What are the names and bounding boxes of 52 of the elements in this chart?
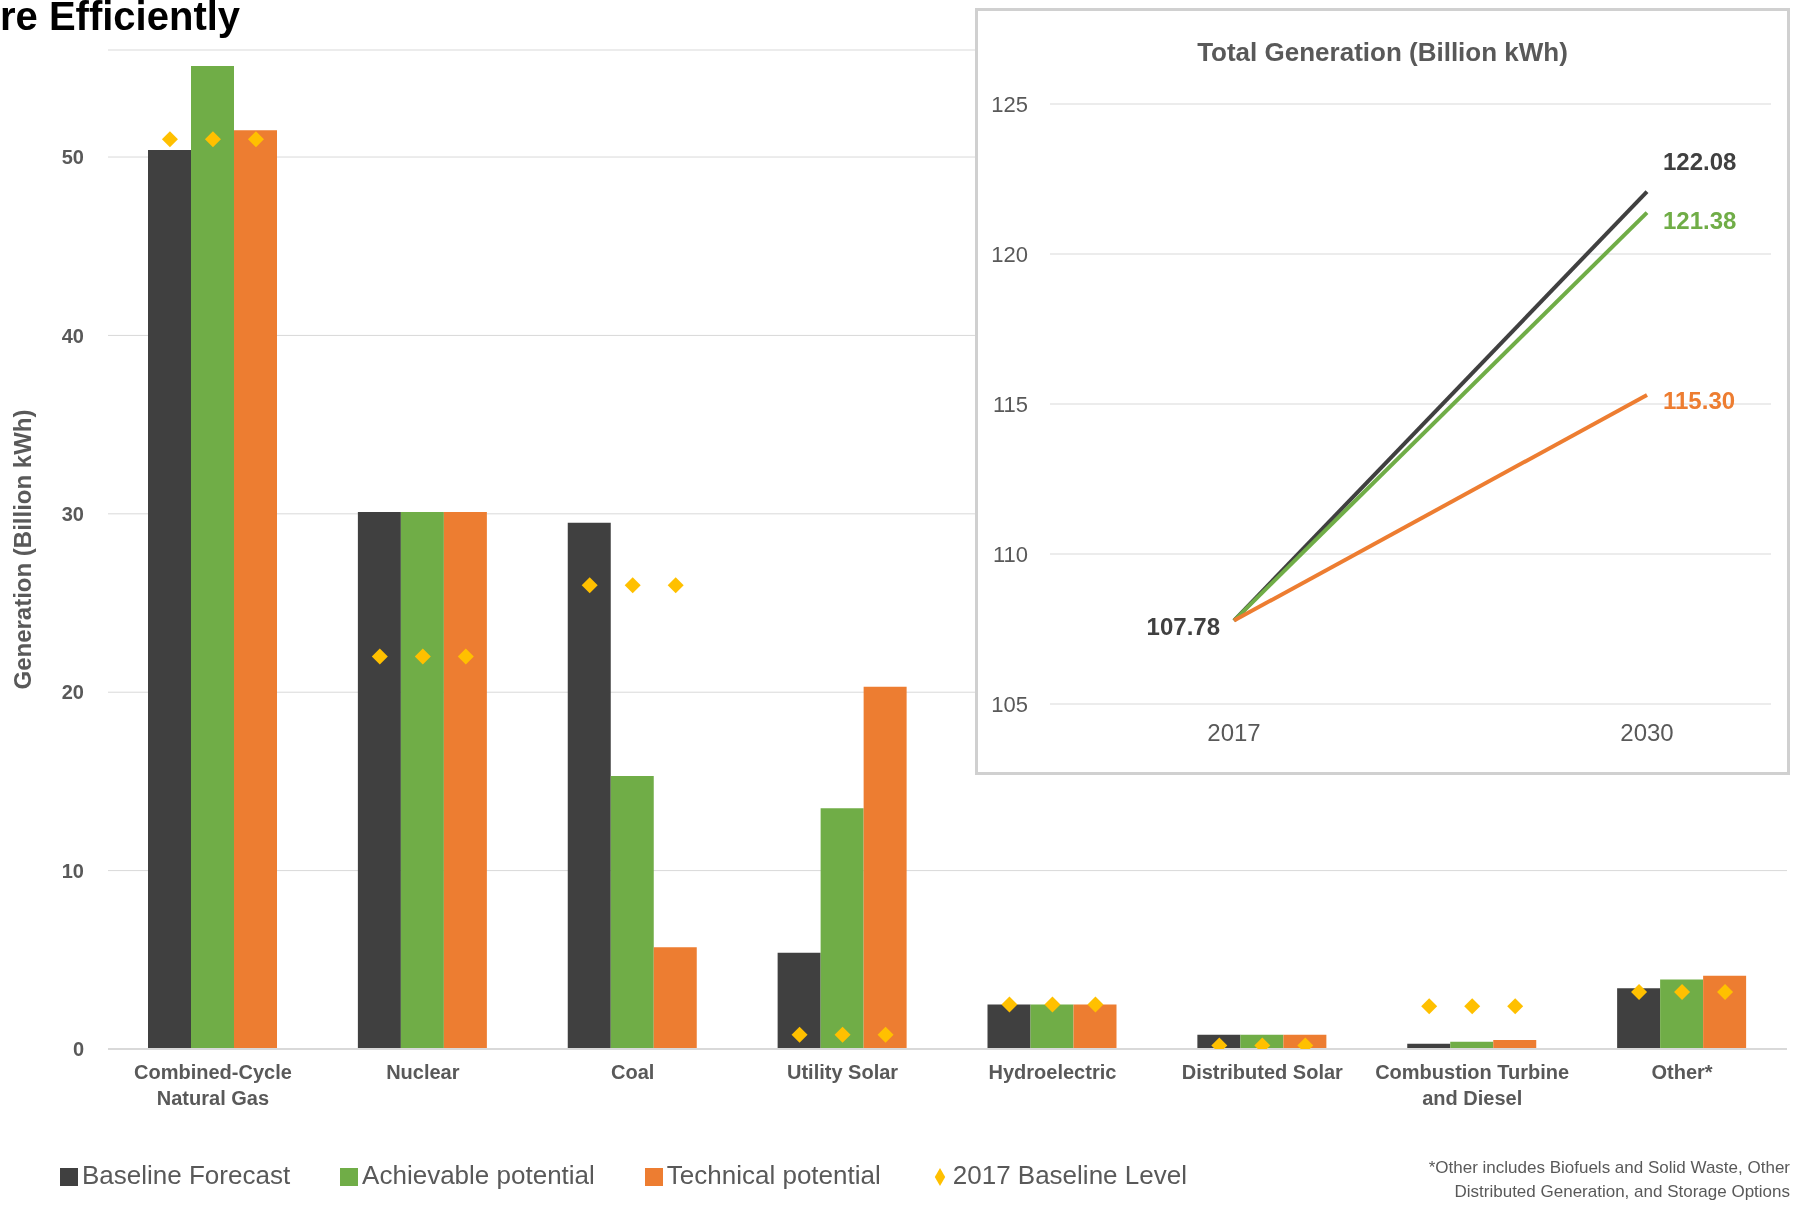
x-tick-label: Hydroelectric: [988, 1061, 1117, 1083]
bar: [357, 512, 401, 1049]
x-tick-label: Other*: [1651, 1061, 1713, 1083]
bar: [610, 776, 654, 1049]
x-tick-label: Utility Solar: [786, 1061, 899, 1083]
text: *Other includes Biofuels and Solid Waste, Other Distributed Generation, and Storage Options: [1427, 1157, 1790, 1203]
y-tick-label: 125: [991, 91, 1028, 117]
bar: [400, 512, 444, 1049]
legend-label: 2017 Baseline Level: [952, 1160, 1187, 1190]
x-tick-label: Distributed Solar: [1181, 1061, 1344, 1083]
y-tick-label: 120: [991, 241, 1028, 267]
bar: [863, 686, 907, 1049]
bar: [820, 808, 864, 1049]
chart-title: Total Generation (Billion kWh): [1196, 37, 1569, 68]
bar: [567, 522, 611, 1049]
x-tick-label: Combustion Turbine and Diesel: [1375, 1061, 1570, 1109]
x-tick-label: Nuclear: [386, 1061, 460, 1083]
data-label: 121.38: [1663, 206, 1737, 234]
bar: [653, 947, 697, 1049]
bar: [234, 130, 277, 1049]
chart-title: re Efficiently: [0, 0, 241, 39]
bar: [1703, 975, 1747, 1049]
bar: [1617, 988, 1661, 1049]
legend-label: Technical potential: [666, 1160, 881, 1190]
y-tick-label: 10: [61, 859, 84, 882]
bar: [191, 66, 234, 1049]
y-tick-label: 110: [992, 541, 1028, 567]
y-tick-label: 105: [991, 691, 1028, 717]
y-axis-title: Generation (Billion kWh): [8, 409, 36, 690]
y-tick-label: 115: [992, 391, 1028, 417]
data-label: 122.08: [1663, 147, 1737, 175]
bar: [1493, 1040, 1537, 1049]
x-tick-label: 2030: [1620, 719, 1674, 747]
bar: [777, 952, 821, 1049]
legend-label: Baseline Forecast: [82, 1160, 291, 1190]
data-label: 107.78: [1146, 612, 1220, 640]
bar: [443, 512, 487, 1049]
data-label: 115.30: [1663, 387, 1736, 415]
y-tick-label: 30: [61, 502, 84, 525]
bar: [987, 1004, 1031, 1049]
bar: [1073, 1004, 1117, 1049]
bar: [1660, 979, 1704, 1049]
y-tick-label: 50: [61, 146, 84, 169]
y-tick-label: 0: [72, 1038, 84, 1061]
legend-label: Achievable potential: [362, 1160, 595, 1190]
y-tick-label: 40: [61, 324, 84, 347]
x-tick-label: 2017: [1207, 719, 1261, 747]
x-tick-label: Coal: [611, 1061, 655, 1083]
x-tick-label: Combined-Cycle Natural Gas: [134, 1061, 292, 1109]
bar: [148, 149, 191, 1049]
y-tick-label: 20: [61, 681, 84, 704]
bar: [1030, 1004, 1074, 1049]
